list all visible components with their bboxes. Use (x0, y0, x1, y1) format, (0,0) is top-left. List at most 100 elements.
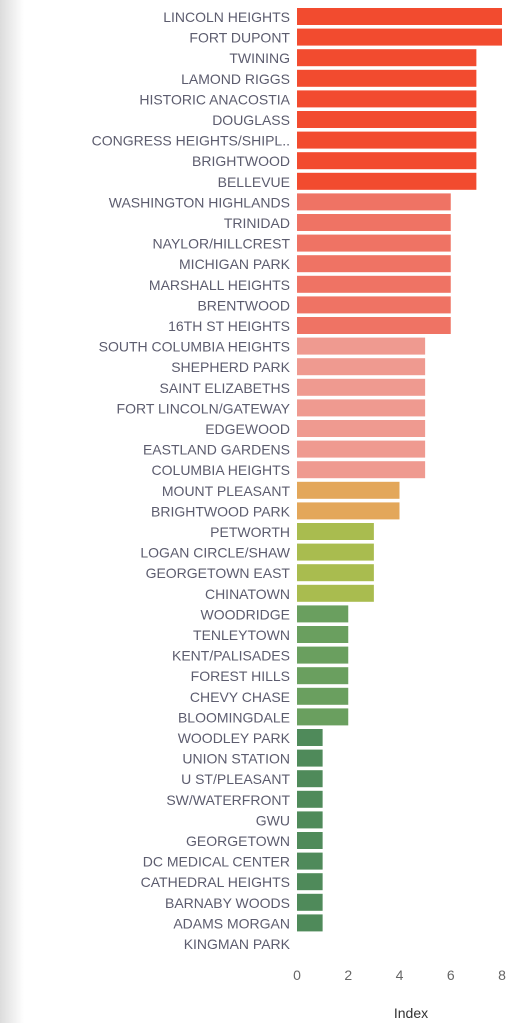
bar-bellevue (297, 172, 477, 190)
x-tick-label-2: 2 (344, 967, 352, 983)
bar-shepherd-park (297, 358, 426, 376)
category-label-michigan-park: MICHIGAN PARK (179, 256, 291, 272)
bar-brightwood-park (297, 502, 400, 520)
category-label-chevy-chase: CHEVY CHASE (190, 689, 290, 705)
bar-brentwood (297, 296, 451, 314)
bar-mount-pleasant (297, 481, 400, 499)
bar-historic-anacostia (297, 90, 477, 108)
category-label-georgetown-east: GEORGETOWN EAST (146, 565, 291, 581)
category-label-barnaby-woods: BARNABY WOODS (165, 895, 290, 911)
category-labels: LINCOLN HEIGHTS FORT DUPONT TWINING LAMOND … (92, 9, 291, 952)
bar-georgetown-east (297, 564, 374, 582)
category-label-lamond-riggs: LAMOND RIGGS (181, 71, 290, 87)
category-label-tenleytown: TENLEYTOWN (193, 627, 290, 643)
category-label-woodley-park: WOODLEY PARK (178, 730, 291, 746)
bar-lamond-riggs (297, 69, 477, 87)
x-tick-label-6: 6 (447, 967, 455, 983)
category-label-petworth: PETWORTH (210, 524, 290, 540)
bar-fort-lincoln-gateway (297, 399, 426, 417)
bar-chinatown (297, 584, 374, 602)
bar-eastland-gardens (297, 440, 426, 458)
bar-sw-waterfront (297, 790, 323, 808)
category-label-brightwood: BRIGHTWOOD (192, 153, 290, 169)
bar-washington-highlands (297, 193, 451, 211)
bar-saint-elizabeths (297, 378, 426, 396)
category-label-bellevue: BELLEVUE (218, 174, 290, 190)
category-label-chinatown: CHINATOWN (205, 586, 290, 602)
category-label-dc-medical-center: DC MEDICAL CENTER (143, 854, 290, 870)
bar-petworth (297, 523, 374, 540)
category-label-gwu: GWU (256, 812, 290, 828)
category-label-eastland-gardens: EASTLAND GARDENS (143, 442, 290, 458)
bar-michigan-park (297, 255, 451, 273)
category-label-cathedral-heights: CATHEDRAL HEIGHTS (141, 874, 290, 890)
bar-georgetown (297, 832, 323, 849)
bar-twining (297, 49, 477, 67)
bar-douglass (297, 111, 477, 128)
bar-woodridge (297, 605, 349, 623)
x-tick-label-8: 8 (498, 967, 506, 983)
bar-south-columbia-heights (297, 337, 426, 355)
bar-forest-hills (297, 667, 349, 685)
category-label-u-st-pleasant: U ST/PLEASANT (181, 771, 290, 787)
category-label-edgewood: EDGEWOOD (205, 421, 290, 437)
bar-dc-medical-center (297, 852, 323, 870)
category-label-kent-palisades: KENT/PALISADES (172, 648, 290, 664)
category-label-lincoln-heights: LINCOLN HEIGHTS (163, 9, 290, 25)
category-label-mount-pleasant: MOUNT PLEASANT (162, 483, 291, 499)
left-edge-shadow (0, 0, 24, 1023)
category-label-saint-elizabeths: SAINT ELIZABETHS (160, 380, 290, 396)
category-label-sw-waterfront: SW/WATERFRONT (166, 792, 290, 808)
bar-bloomingdale (297, 708, 349, 726)
category-label-fort-dupont: FORT DUPONT (189, 30, 290, 46)
bar-kent-palisades (297, 646, 349, 664)
category-label-forest-hills: FOREST HILLS (191, 668, 290, 684)
bar-lincoln-heights (297, 8, 502, 25)
category-label-congress-heights-shipl: CONGRESS HEIGHTS/SHIPL.. (92, 133, 290, 149)
category-label-logan-circle-shaw: LOGAN CIRCLE/SHAW (140, 545, 290, 561)
bar-gwu (297, 811, 323, 829)
category-label-twining: TWINING (229, 50, 290, 66)
category-label-brentwood: BRENTWOOD (197, 297, 290, 313)
x-tick-label-0: 0 (293, 967, 301, 983)
category-label-marshall-heights: MARSHALL HEIGHTS (149, 277, 290, 293)
category-label-south-columbia-heights: SOUTH COLUMBIA HEIGHTS (99, 339, 290, 355)
bar-trinidad (297, 214, 451, 231)
bar-union-station (297, 749, 323, 767)
bar-cathedral-heights (297, 873, 323, 891)
bar-woodley-park (297, 729, 323, 746)
category-label-adams-morgan: ADAMS MORGAN (173, 915, 290, 931)
category-label-shepherd-park: SHEPHERD PARK (171, 359, 290, 375)
category-label-historic-anacostia: HISTORIC ANACOSTIA (139, 91, 290, 107)
bar-edgewood (297, 420, 426, 437)
category-label-union-station: UNION STATION (182, 751, 290, 767)
bar-logan-circle-shaw (297, 543, 374, 561)
bar-u-st-pleasant (297, 770, 323, 788)
bar-columbia-heights (297, 461, 426, 479)
bar-tenleytown (297, 626, 349, 643)
category-label-fort-lincoln-gateway: FORT LINCOLN/GATEWAY (117, 400, 291, 416)
category-label-bloomingdale: BLOOMINGDALE (178, 709, 290, 725)
category-label-douglass: DOUGLASS (212, 112, 290, 128)
bar-16th-st-heights (297, 317, 451, 334)
bar-fort-dupont (297, 28, 502, 46)
bar-brightwood (297, 152, 477, 170)
category-label-washington-highlands: WASHINGTON HIGHLANDS (109, 194, 290, 210)
bar-marshall-heights (297, 275, 451, 293)
category-label-16th-st-heights: 16TH ST HEIGHTS (168, 318, 290, 334)
x-axis-ticks: 0 2 4 6 8 (293, 967, 506, 983)
bar-barnaby-woods (297, 893, 323, 911)
category-label-trinidad: TRINIDAD (224, 215, 290, 231)
category-label-georgetown: GEORGETOWN (186, 833, 290, 849)
bars-layer (297, 8, 502, 932)
x-axis-title: Index (394, 1005, 428, 1021)
x-tick-label-4: 4 (396, 967, 404, 983)
category-label-naylor-hillcrest: NAYLOR/HILLCREST (153, 236, 291, 252)
category-label-kingman-park: KINGMAN PARK (184, 936, 291, 952)
category-label-columbia-heights: COLUMBIA HEIGHTS (152, 462, 290, 478)
bar-chevy-chase (297, 687, 349, 705)
bar-adams-morgan (297, 914, 323, 932)
category-label-woodridge: WOODRIDGE (201, 606, 290, 622)
